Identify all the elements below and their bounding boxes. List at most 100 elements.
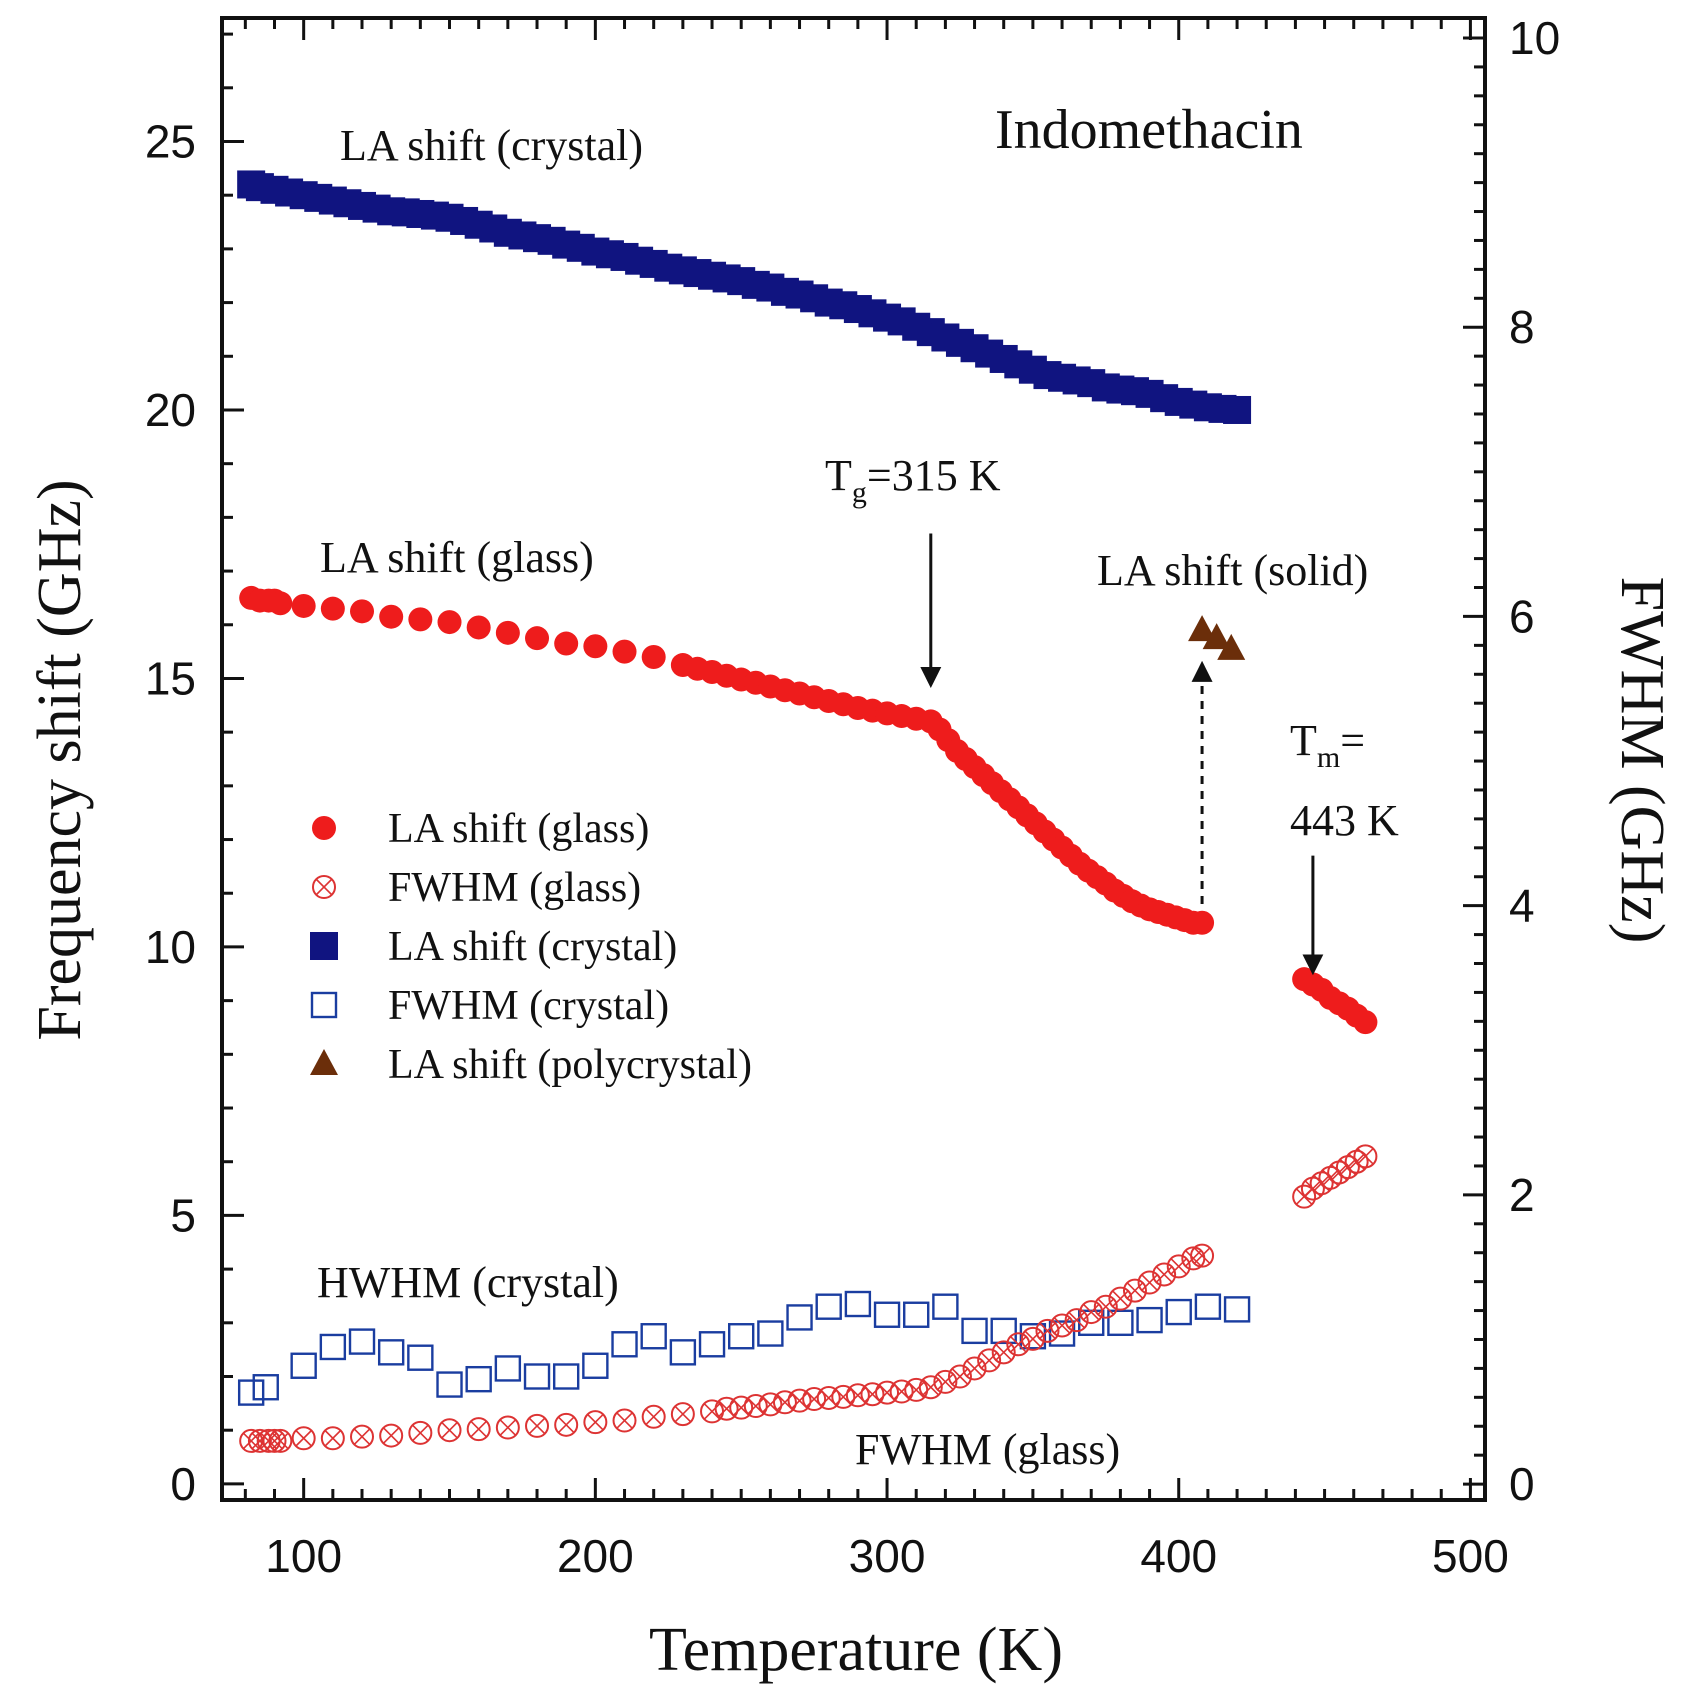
series-fwhm-glass <box>239 1144 1378 1453</box>
point-fwhm-glass <box>1190 1243 1215 1268</box>
marker-ring <box>1064 1308 1089 1333</box>
marker-ring <box>831 1384 856 1409</box>
point-fwhm-glass <box>437 1418 462 1443</box>
marker-ring <box>1050 1313 1075 1338</box>
legend-label-la-glass: LA shift (glass) <box>388 806 649 852</box>
point-fwhm-crystal <box>252 1374 279 1401</box>
point-fwhm-crystal <box>319 1333 347 1361</box>
marker-ring <box>743 1394 768 1419</box>
marker-cross <box>587 1414 604 1431</box>
point-fwhm-glass <box>583 1410 608 1435</box>
annotation-hwhm-crystal: HWHM (crystal) <box>317 1258 619 1307</box>
marker-ring <box>1079 1300 1104 1325</box>
marker-ring <box>350 1424 375 1449</box>
x-tick-label: 200 <box>557 1530 634 1582</box>
marker-ring <box>291 1426 316 1451</box>
point-fwhm-crystal <box>1136 1306 1163 1334</box>
point-fwhm-crystal <box>669 1339 697 1366</box>
point-la-glass <box>495 620 520 645</box>
marker-cross <box>315 878 333 896</box>
marker-ring <box>583 1410 608 1435</box>
marker-ring <box>239 1428 264 1453</box>
point-fwhm-crystal <box>757 1320 784 1347</box>
point-fwhm-crystal <box>407 1344 434 1371</box>
annotation-tm: Tm= <box>1290 716 1365 774</box>
point-fwhm-crystal <box>377 1339 405 1366</box>
y-tick-label: 10 <box>145 921 196 973</box>
point-fwhm-crystal <box>552 1363 580 1390</box>
point-fwhm-crystal <box>1019 1323 1047 1350</box>
point-fwhm-crystal <box>1194 1293 1222 1320</box>
marker-ring <box>1035 1318 1060 1343</box>
marker-ring <box>947 1364 972 1389</box>
legend-label-fwhm-glass: FWHM (glass) <box>388 865 641 911</box>
marker-cross <box>441 1422 458 1439</box>
marker-ring <box>933 1369 958 1394</box>
point-la-glass <box>641 644 666 669</box>
marker-cross <box>1039 1322 1056 1339</box>
point-fwhm-glass <box>1050 1313 1075 1338</box>
point-fwhm-glass <box>239 1428 264 1453</box>
marker-ring <box>437 1418 462 1443</box>
point-fwhm-glass <box>977 1348 1002 1373</box>
y2-tick-label: 8 <box>1509 301 1535 353</box>
marker-cross <box>1185 1250 1202 1267</box>
marker-ring <box>670 1402 695 1427</box>
marker-ring <box>845 1383 870 1408</box>
point-fwhm-crystal <box>873 1301 901 1328</box>
marker-ring <box>379 1423 404 1448</box>
y2-tick-label: 6 <box>1509 590 1535 642</box>
point-la-polycrystal <box>1188 615 1217 642</box>
marker-ring <box>466 1417 491 1442</box>
annotation-fwhm-glass: FWHM (glass) <box>855 1425 1120 1474</box>
point-fwhm-crystal <box>844 1290 872 1318</box>
point-fwhm-crystal <box>436 1371 463 1398</box>
marker-ring <box>1353 1144 1378 1169</box>
series-la-polycrystal <box>1188 615 1246 660</box>
y-tick-label: 15 <box>145 652 196 704</box>
point-fwhm-glass <box>612 1408 637 1433</box>
series-la-glass <box>239 585 1378 1035</box>
marker-cross <box>1083 1303 1100 1321</box>
y2-tick-label: 0 <box>1509 1458 1535 1510</box>
marker-cross <box>528 1417 546 1434</box>
point-fwhm-crystal <box>903 1301 930 1328</box>
annotation-tg: Tg=315 K <box>825 451 1001 509</box>
marker-ring <box>860 1382 885 1407</box>
x-tick-label: 400 <box>1140 1530 1217 1582</box>
point-fwhm-glass <box>1006 1332 1031 1357</box>
point-fwhm-crystal <box>815 1293 842 1320</box>
marker-ring <box>962 1356 987 1381</box>
marker-cross <box>272 1432 289 1450</box>
point-la-crystal <box>1223 395 1252 424</box>
annotation-la-glass: LA shift (glass) <box>320 533 594 582</box>
point-fwhm-crystal <box>465 1365 492 1393</box>
legend-marker-fwhm-glass <box>312 875 336 899</box>
y-axis-title: Frequency shift (GHz) <box>26 479 94 1040</box>
marker-ring <box>320 1426 345 1451</box>
marker-cross <box>645 1408 662 1425</box>
marker-ring <box>525 1413 550 1438</box>
marker-ring <box>495 1415 520 1440</box>
point-la-glass <box>350 599 375 624</box>
point-fwhm-glass <box>350 1424 375 1449</box>
marker-ring <box>714 1396 739 1421</box>
point-fwhm-crystal <box>1165 1298 1192 1326</box>
point-fwhm-glass <box>291 1426 316 1451</box>
point-la-glass <box>612 639 637 664</box>
point-la-glass <box>379 604 404 629</box>
marker-ring <box>918 1375 943 1400</box>
marker-ring <box>889 1379 914 1404</box>
marker-ring <box>977 1348 1002 1373</box>
marker-cross <box>558 1416 575 1433</box>
marker-ring <box>729 1395 754 1420</box>
point-fwhm-glass <box>933 1369 958 1394</box>
marker-ring <box>991 1340 1016 1365</box>
point-la-glass <box>1353 1010 1378 1035</box>
plot-area <box>222 18 1485 1500</box>
point-fwhm-crystal <box>611 1331 638 1358</box>
marker-cross <box>353 1428 371 1445</box>
marker-ring <box>408 1420 433 1445</box>
